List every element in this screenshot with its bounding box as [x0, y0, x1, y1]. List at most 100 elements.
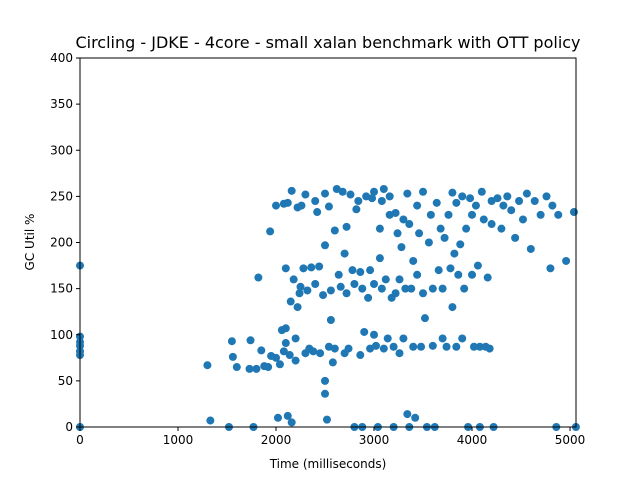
y-tick-label: 250: [50, 189, 73, 203]
point: [257, 346, 266, 355]
point: [503, 192, 512, 201]
y-tick-label: 100: [50, 328, 73, 342]
point: [350, 280, 359, 289]
point: [569, 208, 578, 217]
chart-title: Circling - JDKE - 4core - small xalan be…: [75, 33, 580, 52]
point: [356, 268, 365, 277]
point: [352, 205, 361, 214]
point: [206, 416, 215, 425]
point: [301, 190, 310, 199]
point: [340, 249, 349, 258]
point: [296, 282, 305, 291]
x-tick-label: 3000: [359, 433, 390, 447]
point: [287, 186, 296, 195]
point: [273, 413, 282, 422]
point: [448, 188, 457, 197]
point: [383, 334, 392, 343]
point: [462, 224, 471, 233]
point: [330, 226, 339, 235]
point: [420, 314, 429, 323]
point: [379, 184, 388, 193]
point: [413, 270, 422, 279]
point: [471, 201, 480, 210]
point: [360, 327, 369, 336]
point: [391, 289, 400, 298]
point: [245, 364, 254, 373]
point: [454, 270, 463, 279]
y-tick-label: 0: [65, 420, 73, 434]
x-axis-label: Time (milliseconds): [269, 457, 387, 471]
point: [297, 201, 306, 210]
point: [432, 198, 441, 207]
point: [370, 330, 379, 339]
point: [413, 201, 422, 210]
point: [319, 291, 328, 300]
point: [409, 256, 418, 265]
point: [442, 342, 451, 351]
point: [389, 342, 398, 351]
point: [309, 347, 318, 356]
point: [289, 275, 298, 284]
point: [371, 341, 380, 350]
point: [395, 275, 404, 284]
point: [303, 286, 312, 295]
point: [295, 289, 304, 298]
point: [326, 315, 335, 324]
point: [452, 342, 461, 351]
x-tick-label: 2000: [261, 433, 292, 447]
point: [330, 344, 339, 353]
point: [281, 324, 290, 333]
point: [254, 273, 263, 282]
point: [291, 334, 300, 343]
point: [246, 336, 255, 345]
point: [444, 210, 453, 219]
point: [346, 190, 355, 199]
point: [342, 222, 351, 231]
point: [405, 220, 414, 229]
point: [397, 243, 406, 252]
y-tick-label: 200: [50, 236, 73, 250]
point: [438, 334, 447, 343]
point: [515, 196, 524, 205]
point: [483, 273, 492, 282]
point: [477, 187, 486, 196]
point: [315, 262, 324, 271]
point: [419, 187, 428, 196]
x-tick-label: 5000: [555, 433, 586, 447]
point: [375, 224, 384, 233]
point: [458, 334, 467, 343]
y-tick-label: 400: [50, 51, 73, 65]
point: [322, 415, 331, 424]
point: [328, 358, 337, 367]
y-axis-label: GC Util %: [23, 214, 37, 271]
point: [434, 266, 443, 275]
point: [409, 342, 418, 351]
point: [436, 224, 445, 233]
point: [348, 266, 357, 275]
point: [507, 206, 516, 215]
point: [379, 344, 388, 353]
point: [307, 263, 316, 272]
point: [479, 215, 488, 224]
point: [473, 261, 482, 270]
point: [227, 337, 236, 346]
point: [536, 210, 545, 219]
point: [448, 303, 457, 312]
point: [370, 187, 379, 196]
point: [203, 361, 212, 370]
point: [286, 297, 295, 306]
point: [358, 284, 367, 293]
point: [399, 215, 408, 224]
point: [385, 192, 394, 201]
point: [401, 284, 410, 293]
point: [287, 418, 296, 427]
point: [285, 351, 294, 360]
point: [542, 192, 551, 201]
point: [460, 284, 469, 293]
point: [311, 196, 320, 205]
point: [391, 208, 400, 217]
point: [377, 196, 386, 205]
point: [311, 280, 320, 289]
point: [468, 210, 477, 219]
point: [299, 264, 308, 273]
